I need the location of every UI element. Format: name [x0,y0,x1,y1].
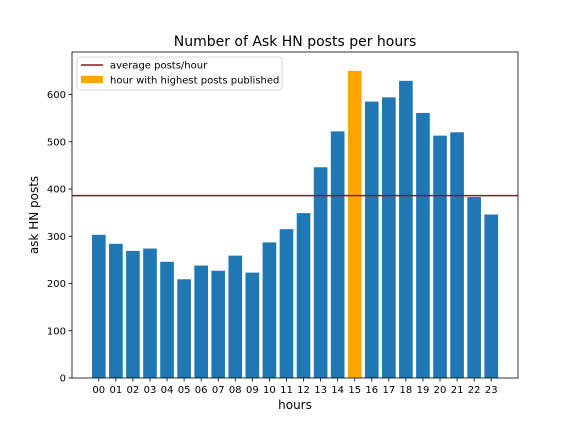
bar-hour-20 [433,136,447,378]
y-tick-label: 500 [47,137,66,148]
legend: average posts/hour hour with highest pos… [77,57,282,90]
bar-hour-02 [126,251,140,378]
x-tick-label: 22 [468,385,481,396]
bar-hour-05 [177,279,191,378]
x-axis-label: hours [278,398,312,412]
bar-hour-19 [416,113,430,378]
x-tick-label: 21 [451,385,464,396]
bar-hour-18 [399,81,413,378]
bar-hour-06 [194,266,208,378]
x-tick-label: 23 [485,385,498,396]
bars-group [92,71,498,378]
bar-hour-22 [467,197,481,378]
x-tick-label: 01 [109,385,122,396]
chart-title: Number of Ask HN posts per hours [174,34,417,50]
x-tick-label: 16 [365,385,378,396]
bar-hour-12 [297,213,311,378]
bar-hour-21 [450,132,464,378]
x-tick-label: 04 [161,385,174,396]
x-tick-label: 06 [195,385,208,396]
y-tick-label: 200 [47,279,66,290]
x-tick-label: 12 [297,385,310,396]
y-tick-label: 100 [47,326,66,337]
x-tick-label: 17 [382,385,395,396]
bar-hour-03 [143,249,157,378]
bar-hour-15 [348,71,362,378]
legend-highlight-label: hour with highest posts published [110,76,279,87]
x-tick-label: 15 [348,385,361,396]
x-tick-label: 09 [246,385,259,396]
x-tick-label: 05 [178,385,191,396]
bar-hour-13 [314,167,328,378]
bar-hour-14 [331,131,345,378]
bar-hour-01 [109,244,123,378]
x-tick-label: 19 [417,385,430,396]
y-axis: 0 100 200 300 400 500 600 [47,90,72,384]
y-tick-label: 600 [47,90,66,101]
x-tick-label: 07 [212,385,225,396]
bar-hour-10 [263,242,277,378]
legend-average-label: average posts/hour [110,61,208,72]
bar-hour-23 [484,215,498,378]
bar-hour-08 [228,256,242,378]
x-tick-label: 14 [331,385,344,396]
x-tick-label: 13 [314,385,327,396]
bar-hour-07 [211,271,225,378]
x-tick-label: 02 [127,385,140,396]
x-tick-label: 18 [400,385,413,396]
bar-hour-11 [280,229,294,378]
y-tick-label: 0 [60,374,66,385]
y-tick-label: 400 [47,185,66,196]
x-tick-label: 10 [263,385,276,396]
legend-highlight-swatch [81,76,103,83]
bar-hour-09 [246,273,260,378]
bar-hour-16 [365,102,379,378]
y-tick-label: 300 [47,232,66,243]
x-tick-label: 11 [280,385,293,396]
x-tick-label: 03 [144,385,157,396]
y-axis-label: ask HN posts [27,176,41,254]
bar-hour-00 [92,235,106,378]
bar-hour-04 [160,262,174,378]
x-tick-label: 20 [434,385,447,396]
x-axis: 00 01 02 03 04 05 06 07 08 09 10 11 12 13 14 15 16 17 18 19… [92,378,497,396]
x-tick-label: 00 [92,385,105,396]
bar-hour-17 [382,97,396,378]
x-tick-label: 08 [229,385,242,396]
